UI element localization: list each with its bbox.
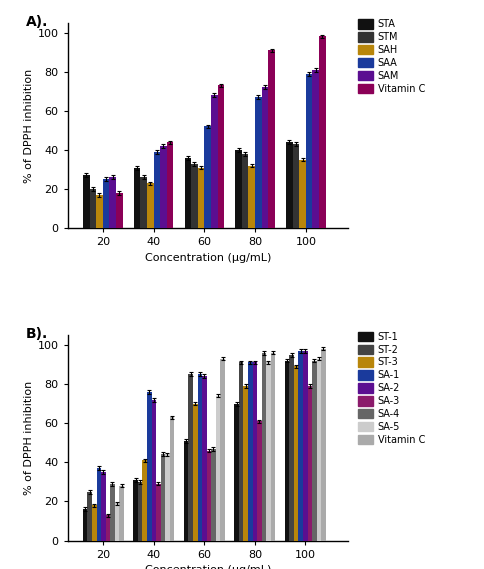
Legend: STA, STM, SAH, SAA, SAM, Vitamin C: STA, STM, SAH, SAA, SAM, Vitamin C — [356, 17, 427, 96]
Bar — [147, 392, 151, 541]
Bar — [242, 154, 248, 228]
Bar — [303, 351, 308, 541]
Bar — [96, 195, 103, 228]
Bar — [147, 183, 153, 228]
Bar — [308, 386, 312, 541]
Bar — [262, 353, 266, 541]
Bar — [151, 399, 156, 541]
Bar — [138, 482, 142, 541]
Bar — [92, 505, 96, 541]
Bar — [255, 97, 262, 228]
Bar — [167, 142, 173, 228]
Bar — [83, 509, 88, 541]
Bar — [160, 146, 167, 228]
Bar — [289, 354, 294, 541]
Bar — [109, 178, 116, 228]
Bar — [161, 455, 165, 541]
Bar — [248, 362, 253, 541]
Bar — [312, 361, 317, 541]
Bar — [165, 455, 170, 541]
Bar — [317, 358, 321, 541]
Bar — [211, 448, 216, 541]
Bar — [299, 160, 306, 228]
Bar — [140, 178, 147, 228]
Bar — [313, 70, 319, 228]
Y-axis label: % of DPPH inhibition: % of DPPH inhibition — [24, 381, 33, 495]
Bar — [253, 362, 257, 541]
Bar — [262, 87, 268, 228]
Bar — [216, 396, 220, 541]
Bar — [319, 36, 326, 228]
Bar — [83, 175, 90, 228]
Bar — [184, 441, 188, 541]
Bar — [266, 362, 271, 541]
Bar — [306, 73, 313, 228]
Bar — [188, 374, 193, 541]
Bar — [134, 167, 140, 228]
Bar — [191, 164, 197, 228]
X-axis label: Concentration (μg/mL): Concentration (μg/mL) — [145, 253, 272, 263]
Bar — [243, 386, 248, 541]
Bar — [184, 158, 191, 228]
Bar — [234, 403, 239, 541]
Bar — [116, 193, 122, 228]
Bar — [153, 152, 160, 228]
Bar — [299, 351, 303, 541]
Bar — [101, 472, 106, 541]
Text: B).: B). — [26, 327, 48, 341]
Bar — [285, 361, 289, 541]
Legend: ST-1, ST-2, ST-3, SA-1, SA-2, SA-3, SA-4, SA-5, Vitamin C: ST-1, ST-2, ST-3, SA-1, SA-2, SA-3, SA-4… — [356, 329, 427, 447]
Bar — [90, 189, 96, 228]
Bar — [103, 179, 109, 228]
Bar — [134, 480, 138, 541]
Bar — [96, 468, 101, 541]
Y-axis label: % of DPPH inhibition: % of DPPH inhibition — [24, 68, 33, 183]
Bar — [156, 484, 161, 541]
Text: A).: A). — [26, 15, 48, 28]
Bar — [142, 460, 147, 541]
Bar — [197, 374, 202, 541]
Bar — [217, 85, 224, 228]
Bar — [197, 167, 204, 228]
Bar — [286, 142, 293, 228]
Bar — [211, 95, 217, 228]
Bar — [268, 50, 275, 228]
Bar — [202, 376, 207, 541]
Bar — [248, 166, 255, 228]
Bar — [257, 421, 262, 541]
Bar — [110, 484, 115, 541]
Bar — [88, 492, 92, 541]
Bar — [294, 366, 299, 541]
Bar — [106, 515, 110, 541]
Bar — [321, 349, 326, 541]
Bar — [119, 486, 124, 541]
Bar — [235, 150, 242, 228]
Bar — [220, 358, 225, 541]
Bar — [207, 451, 211, 541]
Bar — [204, 126, 211, 228]
Bar — [239, 362, 243, 541]
X-axis label: Concentration (μg/mL): Concentration (μg/mL) — [145, 565, 272, 569]
Bar — [193, 403, 197, 541]
Bar — [293, 144, 299, 228]
Bar — [271, 353, 275, 541]
Bar — [170, 417, 174, 541]
Bar — [115, 504, 119, 541]
